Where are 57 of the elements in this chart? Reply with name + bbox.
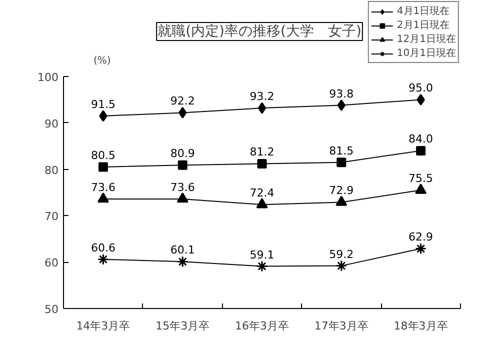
data-label: 92.2 [170, 94, 195, 108]
point [337, 100, 346, 112]
data-label: 73.6 [170, 180, 195, 194]
x-tick-label: 16年3月卒 [235, 320, 289, 332]
data-label: 81.2 [250, 146, 274, 159]
data-label: 72.4 [250, 186, 274, 200]
x-tick-label: 14年3月卒 [76, 320, 130, 332]
data-label: 91.5 [90, 98, 116, 111]
x-tick-label: 15年3月卒 [156, 320, 210, 332]
data-label: 93.8 [329, 87, 354, 100]
point [176, 256, 188, 268]
chart-title: 就職(内定)率の推移(大学 女子) [158, 24, 362, 40]
point [256, 198, 268, 208]
data-label: 60.6 [90, 241, 116, 254]
data-label: 80.9 [170, 147, 195, 160]
y-tick-label: 70 [44, 210, 59, 224]
legend-label: 4月1日現在 [396, 5, 450, 18]
point [178, 160, 188, 170]
data-label: 93.2 [250, 90, 274, 104]
point [176, 192, 188, 203]
y-axis-title: (%) [94, 56, 111, 66]
point [99, 110, 108, 122]
point [178, 106, 187, 118]
data-label: 60.1 [170, 244, 195, 257]
point [258, 102, 266, 114]
point [416, 146, 426, 156]
point [336, 260, 348, 272]
legend-label: 2月1日現在 [396, 19, 450, 32]
data-label: 75.5 [408, 172, 434, 186]
data-label: 59.2 [329, 248, 354, 261]
y-tick-label: 100 [38, 71, 59, 84]
point [257, 158, 267, 168]
data-label: 84.0 [408, 132, 434, 146]
point [416, 94, 425, 106]
legend-label: 12月1日現在 [396, 33, 456, 46]
data-label: 59.1 [250, 248, 274, 262]
data-label: 81.5 [329, 144, 354, 158]
y-tick-label: 60 [44, 256, 59, 270]
point [97, 192, 109, 203]
point [256, 260, 268, 272]
point [97, 254, 109, 266]
data-label: 80.5 [90, 148, 116, 162]
x-tick-label: 18年3月卒 [394, 320, 448, 332]
data-label: 73.6 [90, 180, 116, 194]
point [415, 242, 427, 254]
x-tick-label: 17年3月卒 [314, 320, 368, 332]
y-tick-label: 50 [44, 303, 59, 316]
y-tick-label: 90 [44, 117, 59, 130]
point [415, 184, 427, 194]
data-label: 95.0 [408, 82, 434, 95]
y-tick-label: 80 [44, 164, 59, 177]
point [98, 162, 108, 172]
legend-label: 10月1日現在 [396, 47, 456, 60]
data-label: 62.9 [408, 230, 434, 244]
data-label: 72.9 [329, 184, 354, 198]
point [336, 196, 348, 206]
point [336, 158, 346, 168]
